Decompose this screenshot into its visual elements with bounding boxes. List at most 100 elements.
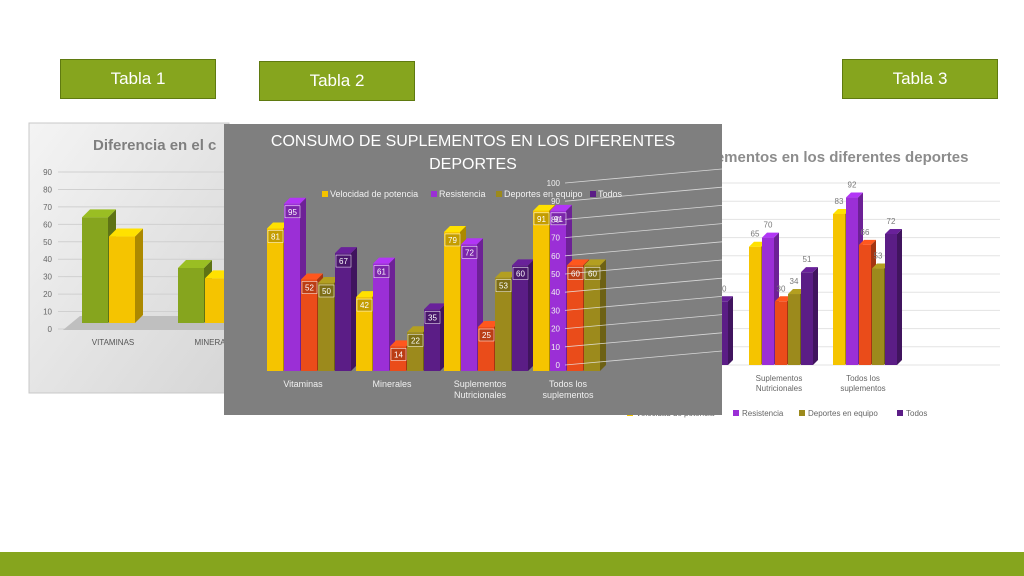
chart2-data-label-group: 72 bbox=[461, 246, 478, 259]
chart3-perspective-gridline bbox=[564, 296, 723, 311]
chart3-perspective-gridline bbox=[564, 314, 723, 329]
chart1-ytick: 20 bbox=[43, 290, 52, 299]
chart2-data-label: 79 bbox=[448, 236, 457, 245]
chart2-data-label: 95 bbox=[288, 208, 297, 217]
chart3-ytick: 50 bbox=[551, 270, 560, 279]
chart3-legend-label: Todos bbox=[906, 409, 927, 418]
chart3-legend-swatch bbox=[799, 410, 805, 416]
chart3-ytick: 90 bbox=[551, 197, 560, 206]
chart2-data-label-group: 67 bbox=[335, 254, 352, 268]
chart3-perspective-gridline bbox=[564, 277, 723, 293]
chart3-perspective-gridline bbox=[564, 168, 723, 184]
chart2-legend-label: Todos bbox=[598, 189, 623, 199]
chart3-perspective-gridline bbox=[564, 350, 723, 366]
chart2-legend-label: Velocidad de potencia bbox=[330, 189, 418, 199]
tabla1-button[interactable]: Tabla 1 bbox=[60, 59, 216, 99]
chart2-category-label-line1: Todos los bbox=[549, 379, 588, 389]
chart2-data-label-group: 61 bbox=[373, 265, 390, 278]
tabla2-button[interactable]: Tabla 2 bbox=[259, 61, 415, 101]
chart2-legend-swatch bbox=[431, 191, 437, 197]
chart2-data-label: 91 bbox=[537, 215, 546, 224]
chart2-data-label-group: 25 bbox=[478, 328, 495, 342]
chart3-bar bbox=[801, 267, 818, 365]
chart1: Diferencia en el c 0 10 20 30 40 50 60 70 80 90 V… bbox=[28, 122, 239, 394]
chart1-ytick: 0 bbox=[48, 325, 53, 334]
chart2-legend-swatch bbox=[590, 191, 596, 197]
chart3-perspective-gridline bbox=[564, 186, 723, 202]
chart3-category-label-line2: Nutricionales bbox=[756, 384, 802, 393]
chart1-category-label: VITAMINAS bbox=[92, 338, 135, 347]
chart2-legend-label: Resistencia bbox=[439, 189, 486, 199]
chart3-legend-label: Deportes en equipo bbox=[808, 409, 878, 418]
chart2-data-label: 35 bbox=[428, 313, 437, 322]
chart3-data-label: 70 bbox=[764, 221, 773, 230]
chart2-legend-swatch bbox=[496, 191, 502, 197]
tabla3-button[interactable]: Tabla 3 bbox=[842, 59, 998, 99]
chart3-category-label-line1: Suplementos bbox=[756, 374, 803, 383]
chart3-legend-swatch bbox=[733, 410, 739, 416]
chart3-data-label: 92 bbox=[848, 181, 857, 190]
chart2-bar bbox=[335, 247, 357, 371]
chart2-data-label-group: 60 bbox=[584, 267, 601, 280]
chart3-ytick: 100 bbox=[547, 179, 561, 188]
chart2-data-label: 42 bbox=[360, 301, 369, 310]
chart3-data-label: 51 bbox=[803, 255, 812, 264]
chart2-data-label: 72 bbox=[465, 248, 474, 257]
charts-canvas: Diferencia en el c 0 10 20 30 40 50 60 70 80 90 V… bbox=[28, 122, 1000, 418]
chart3-category-label-line2: suplementos bbox=[840, 384, 885, 393]
chart2-data-label: 53 bbox=[499, 282, 508, 291]
chart3-data-label: 66 bbox=[861, 228, 870, 237]
chart1-ytick: 80 bbox=[43, 185, 52, 194]
chart2-category-label-line2: Nutricionales bbox=[454, 390, 507, 400]
chart1-ytick: 40 bbox=[43, 255, 52, 264]
chart2-data-label-group: 79 bbox=[444, 233, 461, 247]
chart3-data-label: 30 bbox=[718, 284, 727, 293]
chart3-data-label: 34 bbox=[790, 277, 799, 286]
chart2-data-label: 50 bbox=[322, 287, 331, 296]
chart2-data-label-group: 35 bbox=[424, 311, 441, 324]
chart2-data-label-group: 91 bbox=[533, 212, 550, 226]
chart2-legend-swatch bbox=[322, 191, 328, 197]
chart1-ytick: 70 bbox=[43, 203, 52, 212]
chart2-data-label: 52 bbox=[305, 283, 314, 292]
footer-bar bbox=[0, 552, 1024, 576]
chart2-data-label: 91 bbox=[554, 215, 563, 224]
chart2-category-label-line2: suplementos bbox=[542, 390, 594, 400]
chart3-perspective-gridline bbox=[564, 259, 723, 275]
chart3-perspective-gridline bbox=[564, 332, 723, 348]
chart3-category-label-line1: Todos los bbox=[846, 374, 880, 383]
chart2-category-label: Minerales bbox=[372, 379, 412, 389]
chart1-ytick: 10 bbox=[43, 308, 52, 317]
chart2-data-label-group: 14 bbox=[390, 348, 407, 361]
chart2-category-label-line1: Suplementos bbox=[454, 379, 507, 389]
chart3-perspective-gridline bbox=[564, 223, 723, 238]
chart1-title: Diferencia en el c bbox=[93, 137, 216, 154]
chart2-data-label-group: 53 bbox=[495, 279, 512, 292]
chart3-ytick: 70 bbox=[551, 234, 560, 243]
chart1-bar bbox=[109, 228, 143, 323]
chart3-ytick: 60 bbox=[551, 252, 560, 261]
chart3-bar bbox=[885, 228, 902, 365]
chart2-data-label-group: 91 bbox=[550, 212, 567, 226]
chart2: CONSUMO DE SUPLEMENTOS EN LOS DIFERENTES… bbox=[224, 124, 722, 415]
chart1-ytick: 50 bbox=[43, 238, 52, 247]
chart2-legend-label: Deportes en equipo bbox=[504, 189, 583, 199]
chart3-ytick: 10 bbox=[551, 343, 560, 352]
chart3-ytick: 30 bbox=[551, 306, 560, 315]
chart2-category-label: Vitaminas bbox=[283, 379, 323, 389]
chart1-ytick: 30 bbox=[43, 273, 52, 282]
chart2-bar bbox=[512, 259, 534, 371]
chart2-title-line2: DEPORTES bbox=[429, 156, 517, 173]
chart2-data-label: 14 bbox=[394, 350, 403, 359]
chart1-ytick: 60 bbox=[43, 220, 52, 229]
chart2-data-label-group: 22 bbox=[407, 334, 424, 347]
chart3-ytick: 20 bbox=[551, 325, 560, 334]
chart2-data-label: 25 bbox=[482, 331, 491, 340]
chart3-data-label: 30 bbox=[777, 284, 786, 293]
chart2-data-label-group: 50 bbox=[318, 284, 335, 298]
chart2-data-label-group: 95 bbox=[284, 205, 301, 219]
chart2-data-label: 60 bbox=[588, 269, 597, 278]
chart3-ytick: 0 bbox=[556, 361, 561, 370]
chart3-ytick: 80 bbox=[551, 215, 560, 224]
chart2-data-label: 22 bbox=[411, 336, 420, 345]
